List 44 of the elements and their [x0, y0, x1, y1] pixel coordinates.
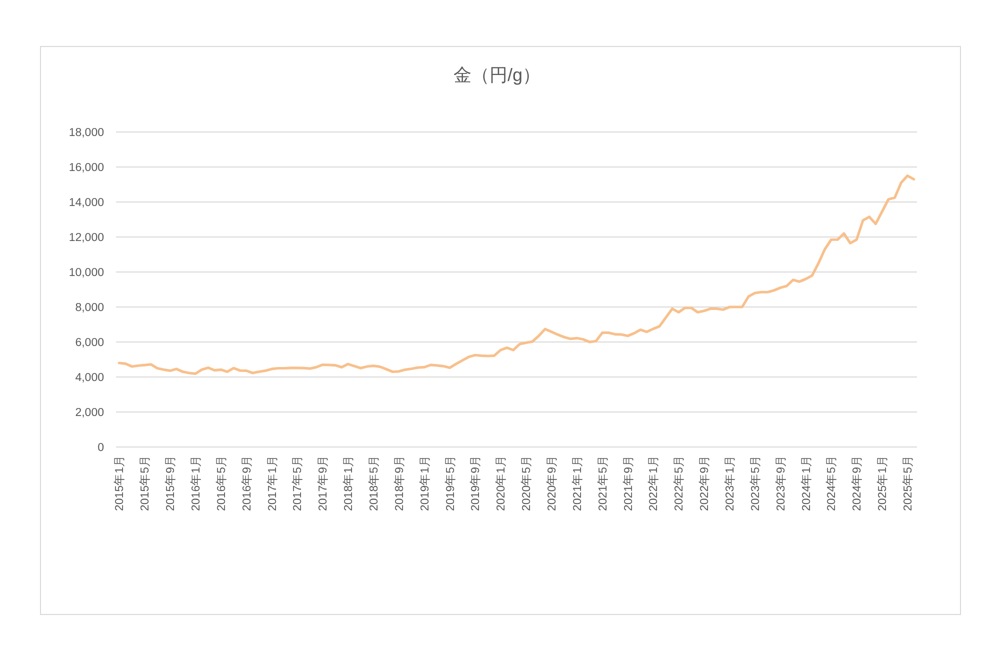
x-tick-label: 2024年9月 — [850, 455, 864, 511]
y-tick-label: 12,000 — [68, 232, 104, 244]
x-tick-label: 2015年1月 — [113, 455, 126, 511]
y-tick-label: 10,000 — [68, 267, 104, 279]
x-tick-label: 2024年5月 — [825, 455, 838, 511]
x-tick-label: 2021年9月 — [622, 455, 635, 511]
x-tick-label: 2015年9月 — [164, 455, 178, 511]
y-tick-label: 2,000 — [75, 407, 104, 419]
x-tick-label: 2025年1月 — [876, 455, 890, 511]
x-tick-label: 2022年9月 — [698, 455, 712, 511]
x-tick-label: 2025年5月 — [901, 455, 914, 511]
x-tick-label: 2018年5月 — [367, 455, 380, 511]
chart-title: 金（円/g） — [453, 65, 541, 85]
x-tick-label: 2015年5月 — [138, 455, 152, 511]
line-series — [118, 174, 916, 375]
x-tick-label: 2020年5月 — [520, 455, 534, 511]
x-tick-label: 2016年9月 — [240, 455, 254, 511]
x-tick-label: 2023年5月 — [748, 455, 762, 511]
y-tick-label: 0 — [98, 442, 104, 454]
x-tick-label: 2016年1月 — [189, 455, 202, 511]
x-tick-label: 2019年5月 — [444, 455, 457, 511]
y-tick-label: 8,000 — [75, 302, 104, 314]
x-tick-label: 2020年1月 — [494, 455, 508, 511]
y-tick-label: 16,000 — [68, 162, 104, 174]
y-tick-label: 6,000 — [75, 337, 104, 349]
x-tick-label: 2022年5月 — [672, 455, 686, 511]
x-tick-label: 2023年1月 — [723, 455, 736, 511]
x-tick-label: 2017年5月 — [291, 455, 304, 511]
x-tick-label: 2020年9月 — [545, 455, 558, 511]
x-tick-label: 2024年1月 — [800, 455, 813, 511]
x-tick-label: 2022年1月 — [647, 455, 660, 511]
x-tick-label: 2019年1月 — [418, 455, 432, 511]
x-tick-label: 2017年9月 — [316, 455, 330, 511]
y-tick-label: 14,000 — [68, 197, 104, 209]
x-tick-label: 2019年9月 — [469, 455, 482, 511]
y-tick-label: 4,000 — [75, 372, 104, 384]
y-tick-label: 18,000 — [68, 127, 104, 139]
x-tick-label: 2021年1月 — [570, 455, 584, 511]
x-tick-label: 2018年1月 — [342, 455, 356, 511]
x-tick-label: 2021年5月 — [596, 455, 610, 511]
x-tick-label: 2016年5月 — [214, 455, 228, 511]
x-tick-label: 2017年1月 — [266, 455, 279, 511]
x-tick-label: 2023年9月 — [774, 455, 788, 511]
x-tick-label: 2018年9月 — [392, 455, 406, 511]
